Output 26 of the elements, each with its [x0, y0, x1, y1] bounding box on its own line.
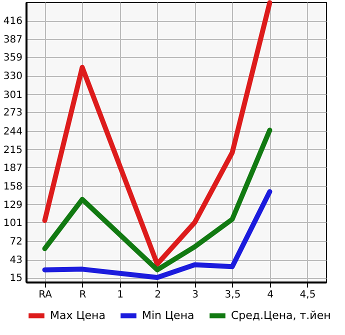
y-tick-label: 359 — [3, 52, 22, 64]
y-tick-label: 72 — [10, 236, 22, 248]
legend-label: Сред.Цена, т.йен — [231, 308, 331, 322]
x-tick-label: R — [79, 290, 86, 300]
y-tick-label: 273 — [3, 108, 22, 119]
x-tick-label: 4,5 — [300, 290, 316, 300]
y-tick-label: 215 — [3, 144, 22, 156]
legend-label: Max Цена — [50, 308, 106, 322]
x-tick-label: RA — [38, 290, 52, 300]
y-tick-label: 187 — [3, 162, 22, 174]
y-tick-label: 101 — [3, 218, 22, 229]
y-tick-label: 129 — [3, 200, 22, 211]
y-tick-label: 43 — [10, 255, 22, 266]
y-tick-label: 301 — [3, 90, 22, 101]
x-tick-label: 2 — [154, 290, 161, 300]
x-tick-label: 4 — [267, 290, 274, 300]
x-tick-label: 1 — [117, 290, 124, 300]
legend-label: Min Цена — [142, 308, 194, 322]
x-tick-label: 3 — [192, 290, 198, 300]
y-tick-label: 158 — [3, 181, 22, 192]
y-tick-label: 416 — [3, 16, 22, 28]
y-tick-label: 15 — [10, 273, 22, 284]
y-tick-label: 244 — [3, 126, 22, 138]
y-tick-label: 330 — [3, 71, 22, 82]
x-tick-label: 3,5 — [224, 290, 241, 300]
y-tick-label: 387 — [3, 34, 22, 46]
